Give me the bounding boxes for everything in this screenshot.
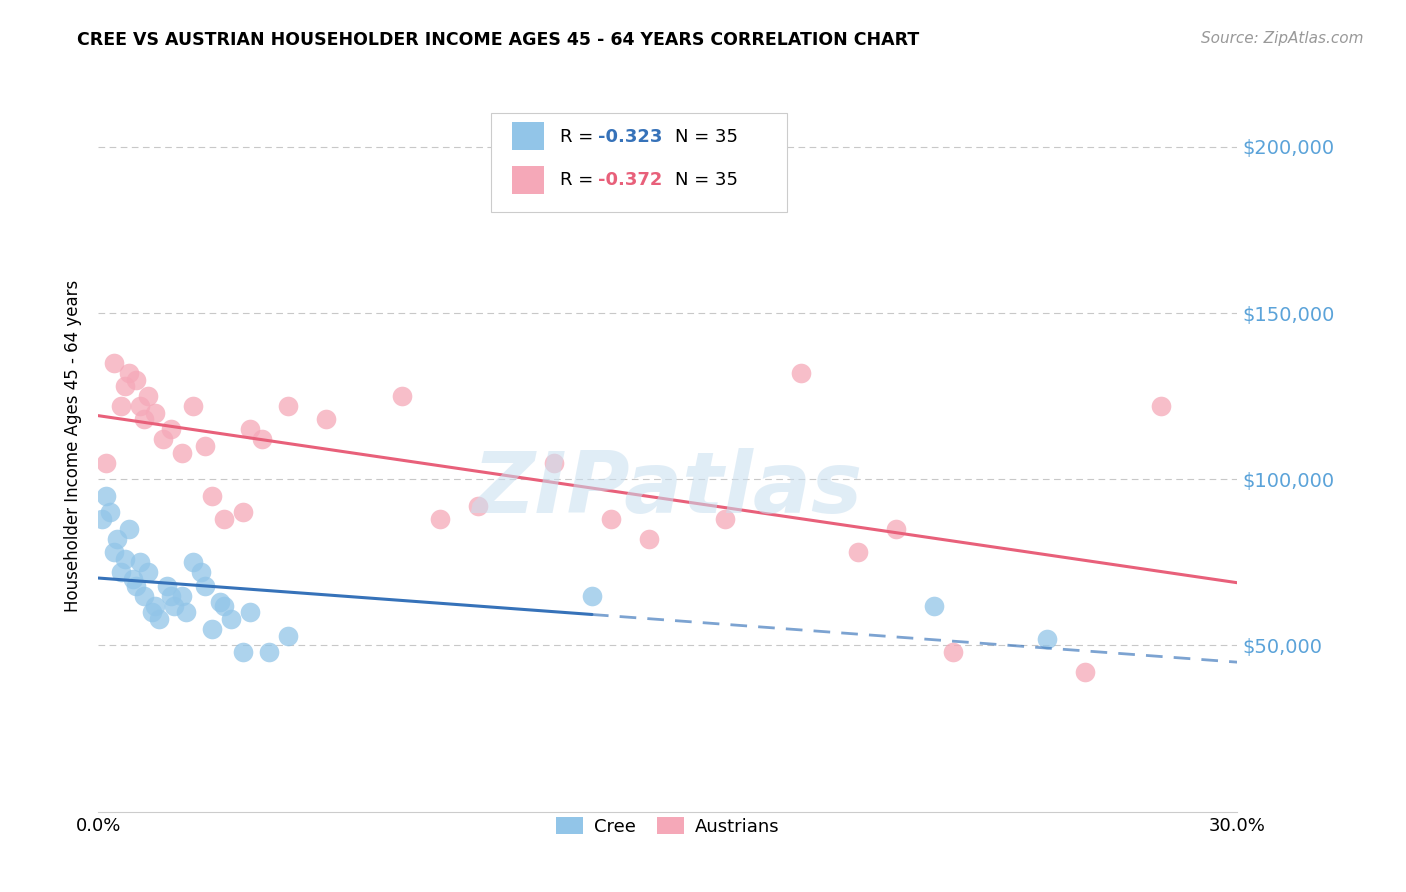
Point: [110, 566, 132, 580]
Point: [201, 622, 224, 636]
Point: [183, 555, 205, 569]
Text: -0.372: -0.372: [599, 171, 662, 189]
Point: [107, 532, 129, 546]
Point: [239, 422, 262, 436]
Point: [232, 645, 254, 659]
Point: [581, 589, 603, 603]
Point: [145, 406, 167, 420]
Point: [114, 379, 136, 393]
Point: [125, 372, 148, 386]
Point: [190, 566, 212, 580]
Text: -0.323: -0.323: [599, 128, 662, 145]
Point: [429, 512, 451, 526]
FancyBboxPatch shape: [512, 166, 544, 194]
Point: [174, 605, 197, 619]
Point: [136, 389, 159, 403]
Point: [714, 512, 737, 526]
Point: [259, 645, 281, 659]
Text: R =: R =: [560, 128, 599, 145]
Text: N = 35: N = 35: [675, 171, 738, 189]
Text: N = 35: N = 35: [675, 128, 738, 145]
Point: [194, 579, 217, 593]
Text: R =: R =: [560, 171, 599, 189]
Point: [129, 555, 152, 569]
Point: [94, 456, 117, 470]
Point: [132, 412, 155, 426]
Point: [277, 628, 299, 642]
Point: [884, 522, 907, 536]
Point: [148, 612, 170, 626]
Point: [239, 605, 262, 619]
Point: [212, 599, 235, 613]
Point: [159, 589, 181, 603]
FancyBboxPatch shape: [512, 122, 544, 150]
Point: [194, 439, 217, 453]
Point: [141, 605, 163, 619]
Point: [315, 412, 337, 426]
Point: [221, 612, 243, 626]
Point: [125, 579, 148, 593]
Text: ZIPatlas: ZIPatlas: [472, 449, 863, 532]
Point: [942, 645, 965, 659]
Point: [118, 522, 141, 536]
Point: [159, 422, 181, 436]
Point: [1074, 665, 1097, 679]
Point: [208, 595, 231, 609]
Y-axis label: Householder Income Ages 45 - 64 years: Householder Income Ages 45 - 64 years: [65, 280, 83, 612]
Point: [170, 589, 193, 603]
FancyBboxPatch shape: [491, 113, 787, 212]
Point: [163, 599, 186, 613]
Point: [638, 532, 661, 546]
Point: [201, 489, 224, 503]
Point: [156, 579, 179, 593]
Point: [145, 599, 167, 613]
Point: [121, 572, 143, 586]
Point: [91, 512, 114, 526]
Point: [846, 545, 869, 559]
Point: [212, 512, 235, 526]
Point: [136, 566, 159, 580]
Text: CREE VS AUSTRIAN HOUSEHOLDER INCOME AGES 45 - 64 YEARS CORRELATION CHART: CREE VS AUSTRIAN HOUSEHOLDER INCOME AGES…: [77, 31, 920, 49]
Point: [391, 389, 413, 403]
Point: [152, 433, 174, 447]
Point: [132, 589, 155, 603]
Point: [600, 512, 623, 526]
Point: [277, 399, 299, 413]
Point: [467, 499, 489, 513]
Point: [922, 599, 945, 613]
Point: [543, 456, 565, 470]
Point: [103, 545, 125, 559]
Point: [232, 506, 254, 520]
Point: [129, 399, 152, 413]
Point: [1036, 632, 1059, 646]
Point: [103, 356, 125, 370]
Point: [118, 366, 141, 380]
Point: [790, 366, 813, 380]
Legend: Cree, Austrians: Cree, Austrians: [548, 810, 787, 843]
Point: [114, 552, 136, 566]
Point: [170, 445, 193, 459]
Point: [250, 433, 273, 447]
Point: [98, 506, 121, 520]
Text: Source: ZipAtlas.com: Source: ZipAtlas.com: [1201, 31, 1364, 46]
Point: [94, 489, 117, 503]
Point: [183, 399, 205, 413]
Point: [1150, 399, 1173, 413]
Point: [110, 399, 132, 413]
